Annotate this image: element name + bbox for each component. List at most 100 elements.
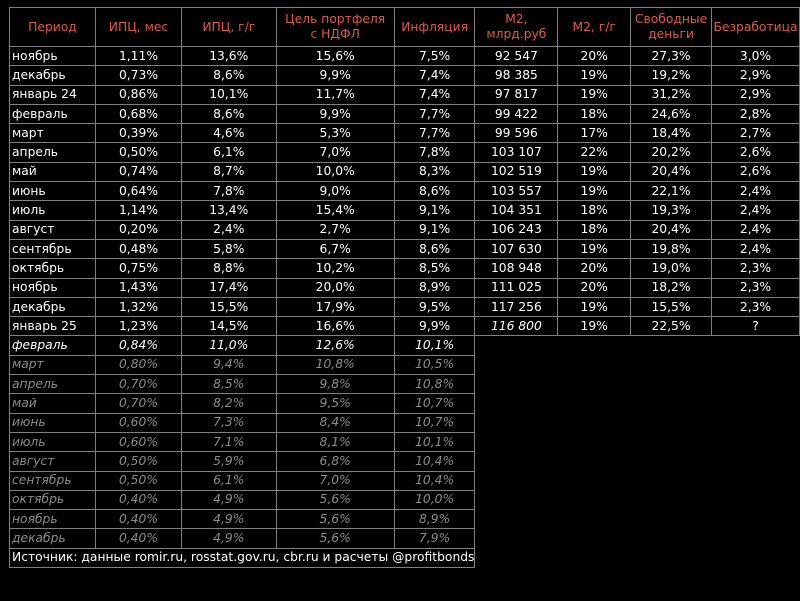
cpi-month-cell: 1,23%: [94, 316, 182, 337]
portfolio-target-cell: 9,0%: [275, 181, 395, 202]
m2-yoy-cell: 20%: [557, 45, 632, 67]
cpi-yoy-cell: 13,6%: [180, 45, 277, 67]
unemployment-cell: 3,0%: [711, 45, 800, 67]
cpi-month-cell: 0,50%: [94, 451, 182, 472]
period-cell: июль: [9, 431, 96, 453]
unemployment-cell: 2,3%: [711, 277, 800, 298]
free-money-cell: 20,4%: [630, 161, 712, 183]
unemployment-cell: 2,6%: [711, 142, 800, 163]
source-row: Источник: данные romir.ru, rosstat.gov.r…: [8, 547, 800, 569]
cpi-yoy-cell: 4,9%: [180, 528, 277, 549]
m2-yoy-cell: 18%: [557, 103, 632, 125]
m2-cell: 108 948: [474, 258, 559, 279]
table-row: январь 24 0,86% 10,1% 11,7% 7,4% 97 817 19% 31,…: [9, 84, 800, 105]
portfolio-target-cell: 16,6%: [275, 316, 395, 337]
m2-cell: 103 107: [474, 142, 559, 163]
free-money-cell: 31,2%: [630, 84, 712, 105]
m2-cell: 98 385: [474, 65, 559, 86]
period-cell: апрель: [9, 374, 96, 395]
cpi-yoy-cell: 2,4%: [180, 219, 277, 240]
cpi-month-cell: 0,70%: [94, 393, 182, 414]
portfolio-target-cell: 10,8%: [275, 354, 395, 376]
m2-cell: 106 243: [474, 219, 559, 240]
table-row: ноябрь 1,43% 17,4% 20,0% 8,9% 111 025 20% 18,2%…: [9, 277, 800, 298]
header-cpi-yoy: ИПЦ, г/г: [180, 7, 277, 47]
header-free-money-line1: Свободные: [634, 12, 708, 26]
free-money-cell: 24,6%: [630, 103, 712, 125]
cpi-yoy-cell: 4,6%: [180, 123, 277, 144]
cpi-month-cell: 0,60%: [94, 431, 182, 453]
cpi-month-cell: 0,50%: [94, 142, 182, 163]
forecast-row: октябрь 0,40% 4,9% 5,6% 10,0%: [9, 489, 800, 511]
period-cell: июнь: [9, 181, 96, 202]
period-cell: май: [9, 393, 96, 414]
header-portfolio-target-line2: с НДФЛ: [310, 27, 360, 41]
inflation-cell: 8,6%: [393, 238, 476, 260]
m2-yoy-cell: 20%: [557, 258, 632, 279]
header-inflation: Инфляция: [393, 7, 476, 47]
free-money-cell: 20,4%: [630, 219, 712, 240]
inflation-cell: 10,1%: [393, 335, 476, 356]
table-row: июнь 0,64% 7,8% 9,0% 8,6% 103 557 19% 22,1% 2,4%: [9, 181, 800, 202]
cpi-month-cell: 1,32%: [94, 296, 182, 318]
inflation-cell: 7,4%: [393, 84, 476, 105]
cpi-month-cell: 0,64%: [94, 181, 182, 202]
period-cell: июнь: [9, 412, 96, 433]
portfolio-target-cell: 10,2%: [275, 258, 395, 279]
m2-yoy-cell: 20%: [557, 277, 632, 298]
table-row: январь 25 1,23% 14,5% 16,6% 9,9% 116 800 19% 22…: [9, 316, 800, 337]
forecast-row: март 0,80% 9,4% 10,8% 10,5%: [9, 354, 800, 376]
m2-cell: 99 596: [474, 123, 559, 144]
m2-yoy-cell: 19%: [557, 296, 632, 318]
inflation-cell: 7,9%: [393, 528, 476, 549]
header-m2-yoy: М2, г/г: [557, 7, 632, 47]
m2-yoy-cell: 18%: [557, 219, 632, 240]
m2-yoy-cell: 19%: [557, 84, 632, 105]
cpi-yoy-cell: 11,0%: [180, 335, 277, 356]
free-money-cell: 22,5%: [630, 316, 712, 337]
m2-cell: 107 630: [474, 238, 559, 260]
free-money-cell: 19,0%: [630, 258, 712, 279]
inflation-cell: 10,7%: [393, 393, 476, 414]
portfolio-target-cell: 6,8%: [275, 451, 395, 472]
forecast-row: ноябрь 0,40% 4,9% 5,6% 8,9%: [9, 509, 800, 530]
table-row: декабрь 1,32% 15,5% 17,9% 9,5% 117 256 19% 15,5…: [9, 296, 800, 318]
header-free-money-line2: деньги: [648, 27, 694, 41]
inflation-cell: 10,8%: [393, 374, 476, 395]
inflation-cell: 9,5%: [393, 296, 476, 318]
portfolio-target-cell: 15,4%: [275, 200, 395, 221]
table-row: декабрь 0,73% 8,6% 9,9% 7,4% 98 385 19% 19,2% 2,…: [9, 65, 800, 86]
header-unemployment: Безработица: [711, 7, 800, 47]
cpi-month-cell: 0,68%: [94, 103, 182, 125]
inflation-cell: 10,4%: [393, 451, 476, 472]
cpi-month-cell: 1,11%: [94, 45, 182, 67]
cpi-month-cell: 0,48%: [94, 238, 182, 260]
period-cell: декабрь: [9, 528, 96, 549]
unemployment-cell: 2,4%: [711, 181, 800, 202]
cpi-month-cell: 0,20%: [94, 219, 182, 240]
cpi-month-cell: 0,39%: [94, 123, 182, 144]
period-cell: май: [9, 161, 96, 183]
forecast-row-current: февраль 0,84% 11,0% 12,6% 10,1%: [9, 335, 800, 356]
cpi-yoy-cell: 8,2%: [180, 393, 277, 414]
cpi-yoy-cell: 5,8%: [180, 238, 277, 260]
inflation-cell: 8,9%: [393, 277, 476, 298]
m2-cell: 102 519: [474, 161, 559, 183]
free-money-cell: 19,2%: [630, 65, 712, 86]
forecast-row: сентябрь 0,50% 6,1% 7,0% 10,4%: [9, 470, 800, 491]
inflation-cell: 8,6%: [393, 181, 476, 202]
unemployment-cell: 2,6%: [711, 161, 800, 183]
cpi-yoy-cell: 10,1%: [180, 84, 277, 105]
portfolio-target-cell: 9,9%: [275, 65, 395, 86]
free-money-cell: 19,8%: [630, 238, 712, 260]
cpi-month-cell: 0,70%: [94, 374, 182, 395]
cpi-yoy-cell: 14,5%: [180, 316, 277, 337]
inflation-cell: 8,9%: [393, 509, 476, 530]
forecast-row: август 0,50% 5,9% 6,8% 10,4%: [9, 451, 800, 472]
cpi-month-cell: 0,40%: [94, 489, 182, 511]
period-cell: февраль: [9, 103, 96, 125]
portfolio-target-cell: 8,1%: [275, 431, 395, 453]
inflation-cell: 7,4%: [393, 65, 476, 86]
table-row: ноябрь 1,11% 13,6% 15,6% 7,5% 92 547 20% 27,3% 3…: [9, 45, 800, 67]
inflation-table: Период ИПЦ, мес ИПЦ, г/г Цель портфеля с …: [8, 7, 800, 569]
